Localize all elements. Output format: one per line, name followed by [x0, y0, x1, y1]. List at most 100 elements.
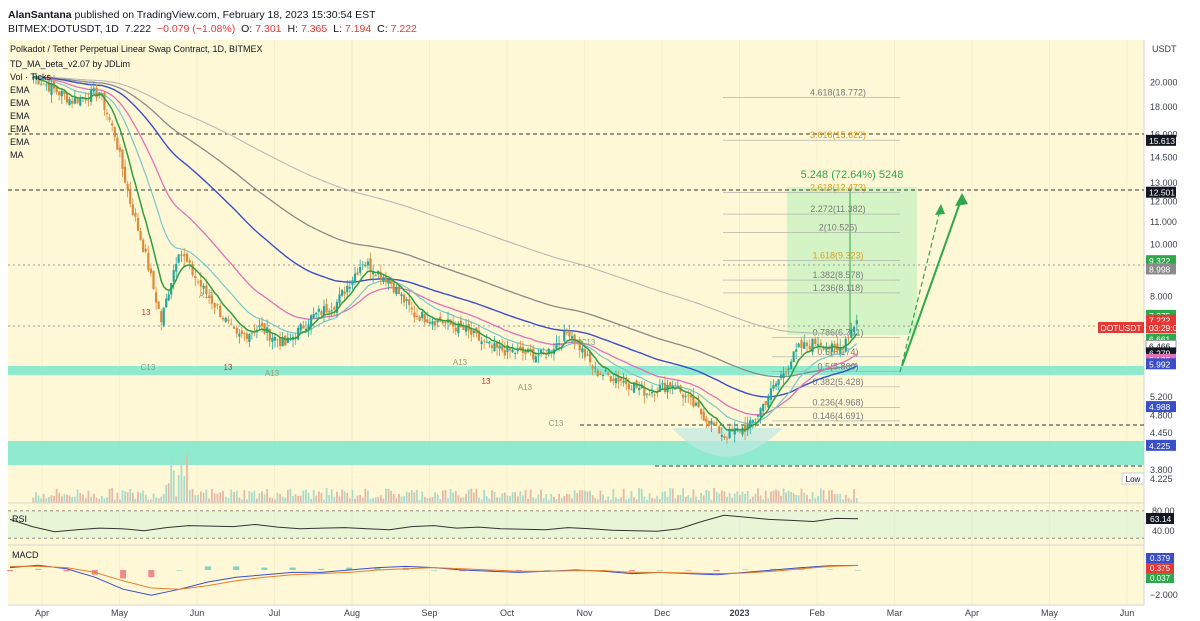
candle-body — [767, 397, 770, 408]
candle-body — [208, 295, 211, 298]
candle-body — [594, 367, 597, 369]
candle-body — [79, 97, 82, 106]
candle-body — [560, 343, 563, 345]
author-name[interactable]: AlanSantana — [8, 9, 72, 21]
candle-body — [361, 264, 364, 266]
candle-body — [808, 345, 811, 350]
legend-ma-2: EMA — [10, 98, 30, 108]
volume-bar — [188, 490, 191, 503]
volume-bar — [379, 495, 382, 503]
volume-bar — [413, 492, 416, 503]
volume-bar — [646, 499, 648, 503]
volume-bar — [126, 492, 129, 503]
volume-bar — [534, 498, 537, 503]
volume-bar — [253, 490, 256, 503]
volume-bar — [307, 492, 310, 503]
candle-body — [320, 311, 323, 315]
candle-body — [90, 89, 93, 102]
volume-bar — [653, 498, 656, 503]
candle-body — [715, 422, 718, 424]
fib-level-label: 0.382(5.428) — [812, 377, 863, 387]
volume-bar — [607, 496, 610, 503]
candle-body — [454, 327, 457, 332]
volume-bar — [772, 490, 775, 503]
volume-bar — [850, 499, 853, 503]
candle-body — [260, 322, 264, 327]
candle-body — [661, 383, 664, 384]
candle-body — [315, 312, 318, 315]
main-pane-background — [8, 40, 1144, 503]
candle-body — [539, 349, 543, 354]
candle-body — [524, 349, 527, 354]
volume-bar — [392, 493, 395, 503]
volume-bar — [305, 489, 307, 503]
candle-body — [777, 379, 780, 385]
candle-body — [488, 341, 491, 344]
candle-body — [103, 92, 106, 110]
volume-bar — [95, 497, 98, 503]
candle-body — [632, 383, 636, 393]
candle-body — [286, 337, 289, 344]
candle-body — [563, 330, 566, 342]
candle-body — [400, 294, 403, 297]
volume-bar — [705, 489, 708, 503]
candle-body — [707, 421, 711, 426]
volume-bar — [137, 491, 139, 503]
volume-bar — [702, 495, 705, 503]
candle-body — [612, 378, 615, 382]
candle-body — [126, 183, 129, 191]
candle-body — [700, 408, 703, 415]
legend-ma-6: MA — [10, 150, 24, 160]
candle-body — [185, 253, 189, 262]
ema-cyan-line — [33, 76, 858, 425]
ma-200-line — [33, 76, 857, 378]
volume-bar — [674, 498, 677, 503]
volume-bar — [483, 490, 486, 503]
chart-header: AlanSantana published on TradingView.com… — [8, 8, 420, 36]
candle-body — [702, 411, 705, 421]
candle-body — [663, 382, 667, 392]
candle-body — [309, 315, 313, 327]
td-marker: C13 — [549, 419, 564, 428]
candle-body — [607, 372, 610, 375]
candle-body — [194, 276, 197, 279]
projection-arrow-dashed — [899, 209, 941, 373]
candle-body — [108, 117, 111, 120]
candle-body — [547, 348, 550, 355]
low-value: 4.225 — [1150, 474, 1173, 484]
volume-bar — [695, 496, 697, 503]
volume-bar — [194, 495, 197, 503]
candle-body — [596, 370, 599, 377]
volume-bar — [627, 498, 630, 503]
volume-bar — [586, 491, 589, 503]
candle-body — [839, 347, 842, 354]
fib-extension-levels: 4.618(18.772) 3.618(15.622) 2.618(12.473) 2… — [723, 87, 900, 422]
candle-body — [408, 299, 411, 306]
candle-body — [498, 345, 501, 349]
volume-bar — [762, 499, 765, 503]
macd-pane-background — [8, 545, 1144, 605]
candle-body — [741, 427, 744, 435]
candle-body — [297, 327, 300, 340]
volume-bar — [348, 498, 351, 503]
volume-bar — [808, 498, 811, 503]
candle-body — [199, 279, 202, 287]
volume-bar — [584, 490, 586, 503]
macd-histogram-bar — [261, 567, 268, 570]
candle-body — [712, 422, 716, 425]
volume-bar — [35, 492, 37, 503]
candle-body — [555, 343, 558, 349]
candle-body — [73, 97, 76, 104]
volume-bar — [648, 493, 651, 503]
ema-fast-line — [33, 76, 858, 431]
candle-body — [268, 329, 271, 341]
symbol-tag-bg — [1098, 322, 1144, 333]
fib-level-label: 2.272(11.382) — [810, 204, 865, 214]
candle-body — [441, 320, 444, 324]
price-tag: 4.225 — [1149, 441, 1171, 451]
volume-bar — [620, 497, 622, 503]
volume-bar — [581, 490, 584, 503]
volume-bar — [708, 490, 710, 503]
volume-bar — [529, 489, 532, 503]
